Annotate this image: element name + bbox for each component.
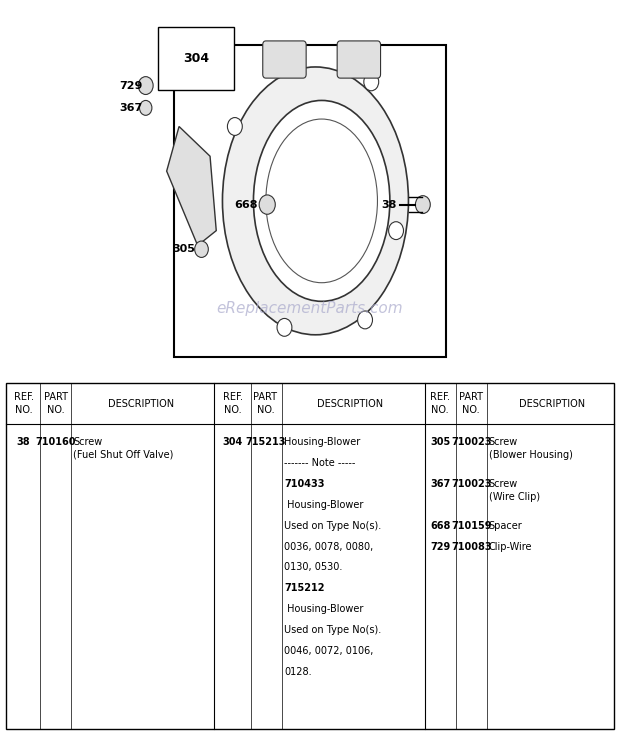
Text: Clip-Wire: Clip-Wire [489, 542, 532, 551]
Text: 367: 367 [430, 479, 450, 489]
Text: Used on Type No(s).: Used on Type No(s). [284, 625, 381, 635]
FancyBboxPatch shape [174, 45, 446, 357]
Text: 710160: 710160 [35, 437, 76, 447]
Text: 38: 38 [381, 199, 397, 210]
Text: 710159: 710159 [451, 521, 492, 530]
Text: DESCRIPTION: DESCRIPTION [317, 399, 383, 408]
Text: 668: 668 [430, 521, 450, 530]
Text: 668: 668 [234, 199, 257, 210]
Text: 38: 38 [17, 437, 30, 447]
Text: Used on Type No(s).: Used on Type No(s). [284, 521, 381, 530]
Text: 729: 729 [119, 80, 143, 91]
Text: 715213: 715213 [245, 437, 286, 447]
Ellipse shape [223, 67, 409, 335]
Text: 710023: 710023 [451, 479, 492, 489]
Circle shape [140, 100, 152, 115]
Ellipse shape [266, 119, 378, 283]
Circle shape [415, 196, 430, 214]
FancyBboxPatch shape [263, 41, 306, 78]
Text: 710433: 710433 [284, 479, 324, 489]
Text: DESCRIPTION: DESCRIPTION [519, 399, 585, 408]
Circle shape [195, 241, 208, 257]
Text: 715212: 715212 [284, 583, 324, 593]
Text: PART
NO.: PART NO. [44, 392, 68, 415]
Circle shape [138, 77, 153, 94]
Circle shape [277, 318, 292, 336]
Text: 0130, 0530.: 0130, 0530. [284, 562, 342, 572]
FancyBboxPatch shape [337, 41, 381, 78]
Text: Screw
(Wire Clip): Screw (Wire Clip) [489, 479, 539, 501]
Text: REF.
NO.: REF. NO. [430, 392, 450, 415]
Text: 0128.: 0128. [284, 667, 312, 676]
Text: 710023: 710023 [451, 437, 492, 447]
Circle shape [364, 73, 379, 91]
Text: eReplacementParts.com: eReplacementParts.com [216, 301, 404, 316]
Text: 305: 305 [430, 437, 450, 447]
Text: 305: 305 [172, 244, 195, 254]
Circle shape [228, 118, 242, 135]
Text: 0046, 0072, 0106,: 0046, 0072, 0106, [284, 646, 373, 655]
Polygon shape [167, 126, 216, 246]
Circle shape [358, 311, 373, 329]
Text: 304: 304 [223, 437, 242, 447]
Circle shape [259, 195, 275, 214]
Text: 710083: 710083 [451, 542, 492, 551]
Text: Housing-Blower: Housing-Blower [284, 500, 363, 510]
Text: PART
NO.: PART NO. [459, 392, 483, 415]
Text: Housing-Blower: Housing-Blower [284, 604, 363, 614]
Text: 729: 729 [430, 542, 450, 551]
Ellipse shape [254, 100, 390, 301]
Text: Screw
(Blower Housing): Screw (Blower Housing) [489, 437, 572, 460]
FancyBboxPatch shape [6, 383, 614, 729]
Text: ------- Note -----: ------- Note ----- [284, 458, 355, 468]
Text: 304: 304 [183, 52, 209, 65]
Text: PART
NO.: PART NO. [254, 392, 277, 415]
Text: 367: 367 [119, 103, 143, 113]
Text: DESCRIPTION: DESCRIPTION [108, 399, 174, 408]
Text: Spacer: Spacer [489, 521, 522, 530]
Text: REF.
NO.: REF. NO. [223, 392, 242, 415]
Text: 0036, 0078, 0080,: 0036, 0078, 0080, [284, 542, 373, 551]
Text: Screw
(Fuel Shut Off Valve): Screw (Fuel Shut Off Valve) [73, 437, 174, 460]
Circle shape [389, 222, 404, 240]
Text: REF.
NO.: REF. NO. [14, 392, 33, 415]
Text: Housing-Blower: Housing-Blower [284, 437, 360, 447]
